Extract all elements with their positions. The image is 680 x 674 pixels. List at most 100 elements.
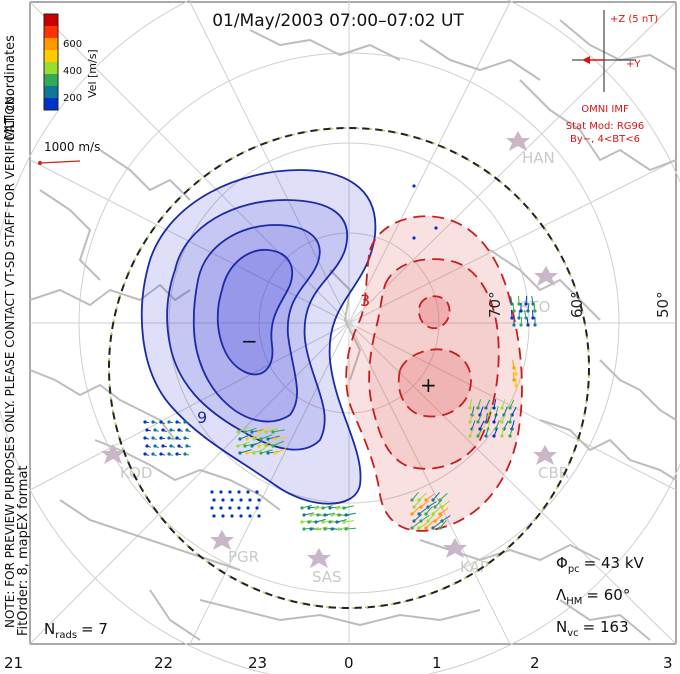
velocity-vector <box>441 500 451 508</box>
imf-by-label: +Y <box>626 59 641 70</box>
velocity-vector <box>152 453 157 457</box>
vector-origin <box>239 498 243 502</box>
velocity-vector <box>345 512 356 516</box>
vector-origin <box>257 514 261 518</box>
velocity-vector <box>308 506 319 509</box>
velocity-vector <box>420 514 430 522</box>
velocity-vector <box>176 453 182 456</box>
velocity-vector <box>526 316 529 326</box>
velocity-vector <box>434 499 443 508</box>
velocity-vector <box>184 453 189 456</box>
colorbar-tick: 200 <box>63 93 82 104</box>
velocity-vector <box>244 427 257 433</box>
colorbar-segment <box>44 26 58 39</box>
velocity-vector <box>244 443 257 447</box>
station-label: SAS <box>312 568 342 586</box>
velocity-vector <box>260 449 273 454</box>
vector-origin <box>230 514 234 518</box>
velocity-vector <box>418 522 428 529</box>
velocity-vector <box>237 441 250 447</box>
velocity-vector <box>251 440 264 447</box>
latitude-label: 50° <box>654 291 672 318</box>
velocity-vector <box>503 406 508 416</box>
mlt-axis-label: 0 <box>344 654 354 672</box>
velocity-vector <box>432 506 441 515</box>
velocity-vector <box>329 506 340 509</box>
velocity-vector <box>345 527 357 530</box>
velocity-vector <box>315 518 326 523</box>
velocity-vector <box>509 427 514 437</box>
velocity-vector <box>527 302 530 312</box>
station-label: KOD <box>120 464 152 482</box>
velocity-vector <box>239 449 252 454</box>
velocity-vector <box>317 526 328 530</box>
velocity-vector <box>324 512 335 516</box>
velocity-vector <box>146 445 151 448</box>
velocity-vector <box>501 413 507 423</box>
velocity-vector <box>479 406 484 416</box>
velocity-vector <box>520 316 523 326</box>
velocity-vector <box>501 399 506 409</box>
vector-origin <box>248 498 252 502</box>
positive-contour <box>397 348 472 418</box>
colorbar-segment <box>44 14 58 27</box>
velocity-vector <box>493 427 498 437</box>
latitude-label: 70° <box>486 291 504 318</box>
vector-origin <box>210 490 214 494</box>
velocity-vector <box>477 427 483 437</box>
velocity-vector <box>469 427 474 437</box>
velocity-vector <box>503 420 509 430</box>
velocity-vector <box>432 492 440 501</box>
imf-arrowhead <box>582 56 590 64</box>
colorbar-segment <box>44 74 58 87</box>
velocity-vector <box>493 413 498 423</box>
velocity-vector <box>343 520 354 523</box>
velocity-vector <box>479 420 485 430</box>
colorbar-tick: 400 <box>63 66 82 77</box>
imf-source: OMNI IMF <box>581 104 629 115</box>
colorbar-border <box>43 13 59 111</box>
vector-origin <box>248 514 252 518</box>
velocity-vector <box>162 445 168 448</box>
imf-dial <box>572 10 636 92</box>
velocity-vector <box>425 520 434 529</box>
velocity-vector <box>509 413 513 423</box>
velocity-vector <box>533 302 536 312</box>
velocity-vector <box>162 429 167 433</box>
vector-origin <box>212 498 216 502</box>
vector-origin <box>237 490 241 494</box>
velocity-vector <box>469 413 473 423</box>
velocity-vector <box>411 521 421 529</box>
vector-origin <box>221 514 225 518</box>
colorbar-segment <box>44 98 58 111</box>
colorbar-segment <box>44 50 58 63</box>
velocity-vector <box>413 499 422 508</box>
velocity-vector <box>487 406 493 416</box>
velocity-vector <box>258 426 271 433</box>
velocity-vector <box>152 421 157 424</box>
negative-cell: − 9 <box>140 169 377 505</box>
reference-vector <box>39 160 81 164</box>
vector-origin <box>219 506 223 510</box>
vector-origin <box>255 506 259 510</box>
velocity-vector <box>274 448 287 454</box>
velocity-vector <box>168 421 174 424</box>
nrads-stat: Nrads = 7 <box>44 620 108 641</box>
vector-origin <box>255 490 259 494</box>
velocity-vector <box>411 506 420 515</box>
velocity-vector <box>510 309 513 319</box>
velocity-vector <box>146 429 152 432</box>
velocity-vector <box>178 445 183 449</box>
positive-contour <box>368 258 500 470</box>
station-label: PGR <box>228 548 259 566</box>
imf-bz-label: +Z (5 nT) <box>610 14 658 25</box>
colorbar-segment <box>44 38 58 51</box>
positive-contour-inner <box>418 295 451 330</box>
velocity-vector <box>425 493 435 501</box>
vector-origin <box>434 226 438 230</box>
velocity-vector <box>441 515 451 522</box>
velocity-vector <box>427 513 436 522</box>
velocity-vector <box>469 399 473 409</box>
velocity-vector <box>512 360 515 369</box>
velocity-vector <box>510 296 513 305</box>
